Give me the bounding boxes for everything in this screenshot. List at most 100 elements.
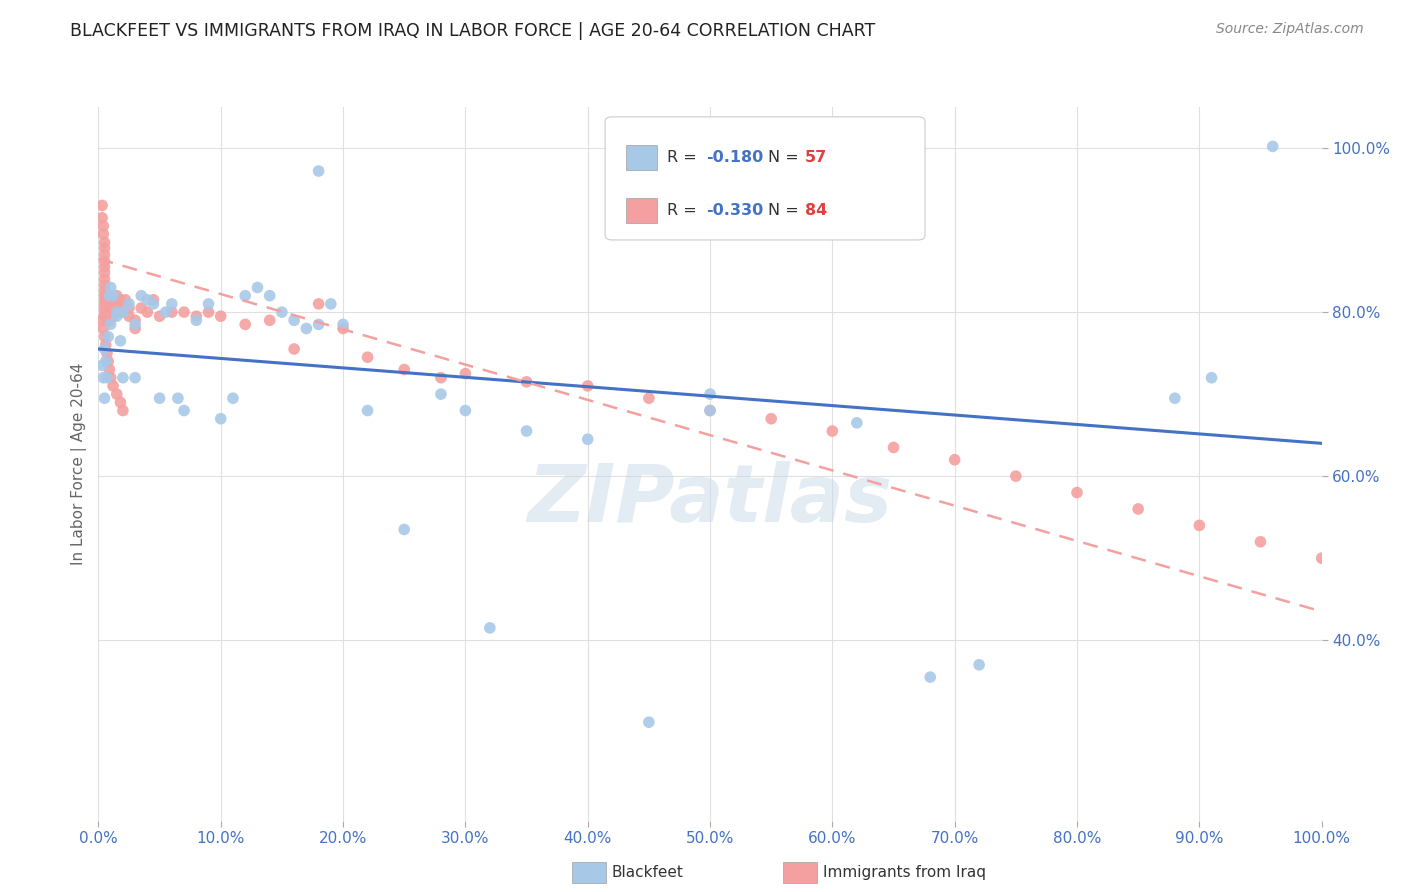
Point — [110, 395, 132, 409]
Point — [149, 391, 172, 405]
Point — [136, 305, 159, 319]
Point — [93, 309, 115, 323]
Point — [97, 329, 120, 343]
Point — [1066, 485, 1088, 500]
Point — [91, 370, 114, 384]
Point — [111, 370, 134, 384]
Point — [97, 288, 120, 302]
Point — [111, 297, 134, 311]
Point — [197, 305, 219, 319]
Text: Blackfeet: Blackfeet — [612, 865, 683, 880]
Point — [96, 346, 118, 360]
Point — [699, 403, 721, 417]
Point — [209, 411, 232, 425]
Point — [515, 375, 537, 389]
Point — [100, 305, 122, 319]
Point — [100, 280, 122, 294]
Point — [96, 313, 118, 327]
Point — [101, 288, 124, 302]
Point — [637, 391, 661, 405]
Point — [93, 235, 115, 250]
Point — [233, 318, 256, 332]
Point — [101, 297, 124, 311]
Point — [101, 379, 124, 393]
Point — [98, 305, 121, 319]
Point — [761, 411, 783, 425]
Point — [96, 305, 118, 319]
Text: Source: ZipAtlas.com: Source: ZipAtlas.com — [1216, 22, 1364, 37]
Point — [233, 288, 256, 302]
Point — [97, 354, 120, 368]
Point — [920, 670, 942, 684]
Point — [94, 288, 117, 302]
Point — [478, 621, 501, 635]
Point — [105, 309, 128, 323]
Point — [94, 297, 117, 311]
Point — [186, 309, 208, 323]
Point — [392, 523, 416, 537]
Point — [105, 387, 128, 401]
Point — [308, 164, 330, 178]
Point — [283, 313, 305, 327]
Text: Immigrants from Iraq: Immigrants from Iraq — [823, 865, 986, 880]
Text: R =: R = — [666, 151, 702, 165]
Point — [332, 318, 354, 332]
Point — [93, 248, 115, 262]
Point — [136, 293, 159, 307]
Point — [173, 403, 195, 417]
Point — [93, 266, 115, 280]
Point — [160, 305, 183, 319]
Point — [1004, 469, 1026, 483]
Point — [270, 305, 294, 319]
Point — [430, 387, 453, 401]
Point — [129, 301, 152, 315]
Point — [124, 321, 146, 335]
Point — [209, 309, 232, 323]
Point — [155, 305, 177, 319]
Point — [97, 297, 120, 311]
Point — [118, 309, 141, 323]
Point — [98, 288, 121, 302]
Point — [167, 391, 190, 405]
Point — [93, 293, 115, 308]
Point — [967, 657, 990, 672]
Point — [100, 370, 122, 384]
Point — [319, 297, 342, 311]
Point — [91, 321, 114, 335]
Point — [356, 350, 378, 364]
Point — [98, 362, 121, 376]
Point — [93, 303, 115, 318]
Point — [110, 293, 132, 307]
Point — [98, 313, 121, 327]
Point — [699, 403, 721, 417]
Point — [124, 318, 146, 332]
Point — [91, 219, 114, 233]
Point — [105, 301, 128, 315]
Point — [821, 424, 844, 438]
Point — [93, 288, 115, 302]
Point — [332, 321, 354, 335]
Point — [93, 284, 115, 298]
Point — [114, 293, 136, 307]
Point — [222, 391, 245, 405]
Point — [111, 403, 134, 417]
Point — [160, 297, 183, 311]
Point — [110, 334, 132, 348]
Point — [197, 297, 219, 311]
Y-axis label: In Labor Force | Age 20-64: In Labor Force | Age 20-64 — [72, 363, 87, 565]
Point — [1188, 518, 1211, 533]
Point — [1128, 502, 1150, 516]
Point — [94, 338, 117, 352]
Point — [699, 387, 721, 401]
Point — [259, 313, 281, 327]
Point — [943, 452, 966, 467]
Point — [94, 354, 117, 368]
Text: 84: 84 — [804, 202, 827, 218]
Point — [129, 288, 152, 302]
Text: N =: N = — [768, 151, 804, 165]
Text: -0.330: -0.330 — [706, 202, 763, 218]
Point — [93, 342, 115, 356]
Point — [91, 211, 114, 225]
Point — [93, 254, 115, 268]
Point — [93, 278, 115, 293]
